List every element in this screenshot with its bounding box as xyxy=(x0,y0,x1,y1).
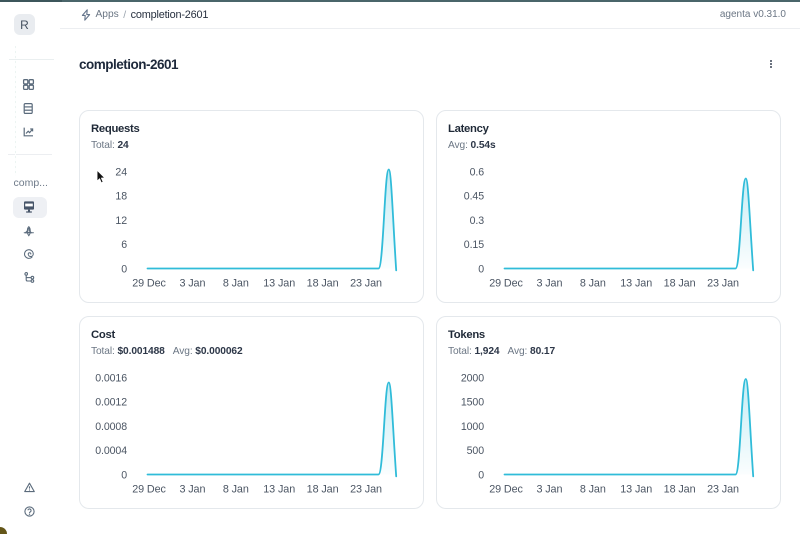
svg-text:0: 0 xyxy=(121,264,127,276)
svg-text:2000: 2000 xyxy=(461,373,484,385)
svg-text:0: 0 xyxy=(478,264,484,276)
svg-text:29 Dec: 29 Dec xyxy=(489,278,523,290)
svg-text:3 Jan: 3 Jan xyxy=(536,278,562,290)
svg-text:13 Jan: 13 Jan xyxy=(263,484,295,496)
svg-text:0.3: 0.3 xyxy=(470,215,485,227)
svg-text:23 Jan: 23 Jan xyxy=(707,484,739,496)
svg-text:29 Dec: 29 Dec xyxy=(132,278,166,290)
svg-text:8 Jan: 8 Jan xyxy=(580,278,606,290)
svg-text:8 Jan: 8 Jan xyxy=(223,484,249,496)
svg-text:18 Jan: 18 Jan xyxy=(307,484,339,496)
svg-text:24: 24 xyxy=(115,167,127,179)
svg-text:13 Jan: 13 Jan xyxy=(263,278,295,290)
svg-text:3 Jan: 3 Jan xyxy=(179,484,205,496)
svg-text:13 Jan: 13 Jan xyxy=(620,278,652,290)
svg-text:18 Jan: 18 Jan xyxy=(664,278,696,290)
svg-text:23 Jan: 23 Jan xyxy=(350,278,382,290)
svg-text:0: 0 xyxy=(478,470,484,482)
svg-text:18 Jan: 18 Jan xyxy=(664,484,696,496)
svg-text:500: 500 xyxy=(467,445,485,457)
svg-text:8 Jan: 8 Jan xyxy=(580,484,606,496)
svg-text:12: 12 xyxy=(115,215,127,227)
svg-text:0.0008: 0.0008 xyxy=(95,421,127,433)
svg-text:29 Dec: 29 Dec xyxy=(489,484,523,496)
svg-text:6: 6 xyxy=(121,239,127,251)
svg-text:18: 18 xyxy=(115,191,127,203)
svg-text:3 Jan: 3 Jan xyxy=(179,278,205,290)
svg-text:0.45: 0.45 xyxy=(464,191,484,203)
svg-text:1000: 1000 xyxy=(461,421,484,433)
svg-text:0.0012: 0.0012 xyxy=(95,397,127,409)
svg-text:0.6: 0.6 xyxy=(470,167,485,179)
svg-text:23 Jan: 23 Jan xyxy=(707,278,739,290)
svg-text:18 Jan: 18 Jan xyxy=(307,278,339,290)
svg-text:0: 0 xyxy=(121,470,127,482)
svg-text:23 Jan: 23 Jan xyxy=(350,484,382,496)
svg-text:0.0016: 0.0016 xyxy=(95,373,127,385)
svg-text:1500: 1500 xyxy=(461,397,484,409)
svg-text:13 Jan: 13 Jan xyxy=(620,484,652,496)
svg-text:3 Jan: 3 Jan xyxy=(536,484,562,496)
svg-text:29 Dec: 29 Dec xyxy=(132,484,166,496)
svg-text:0.0004: 0.0004 xyxy=(95,445,127,457)
svg-text:8 Jan: 8 Jan xyxy=(223,278,249,290)
svg-text:0.15: 0.15 xyxy=(464,239,484,251)
